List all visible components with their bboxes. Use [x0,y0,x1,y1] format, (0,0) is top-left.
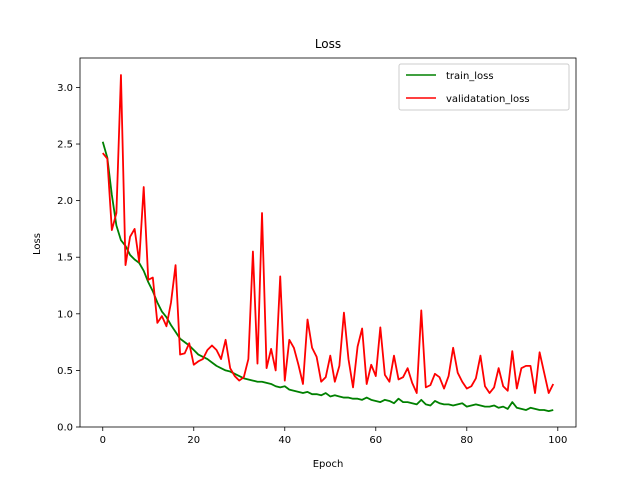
plot-frame [79,57,577,428]
plot-area [80,58,576,427]
series-line-train-loss [101,141,554,413]
series-line-validatation-loss [102,74,555,394]
x-tick-label: 100 [548,435,567,446]
x-tick-label: 0 [100,435,106,446]
legend: train_loss validatation_loss [398,63,570,111]
x-tick-label: 20 [187,435,200,446]
y-tick-label: 3.0 [57,83,73,94]
x-tick-label: 40 [278,435,291,446]
y-tick-label: 1.5 [57,253,73,264]
legend-box [398,63,570,111]
x-tick-label: 60 [369,435,382,446]
y-tick-label: 2.5 [57,140,73,151]
y-tick-label: 1.0 [57,309,73,320]
x-tick-label: 80 [460,435,473,446]
y-tick-label: 2.0 [57,196,73,207]
series-layer [101,74,555,413]
legend-label-train-loss: train_loss [446,71,494,82]
legend-label-validatation-loss: validatation_loss [446,94,530,105]
y-axis-ticks: 0.0 0.5 1.0 1.5 2.0 2.5 3.0 [57,83,80,434]
y-tick-label: 0.5 [57,366,73,377]
y-axis-label: Loss [32,233,43,255]
y-tick-label: 0.0 [57,423,73,434]
chart-title: Loss [315,37,341,51]
x-axis-ticks: 0 20 40 60 80 100 [100,427,567,446]
x-axis-label: Epoch [313,459,344,470]
